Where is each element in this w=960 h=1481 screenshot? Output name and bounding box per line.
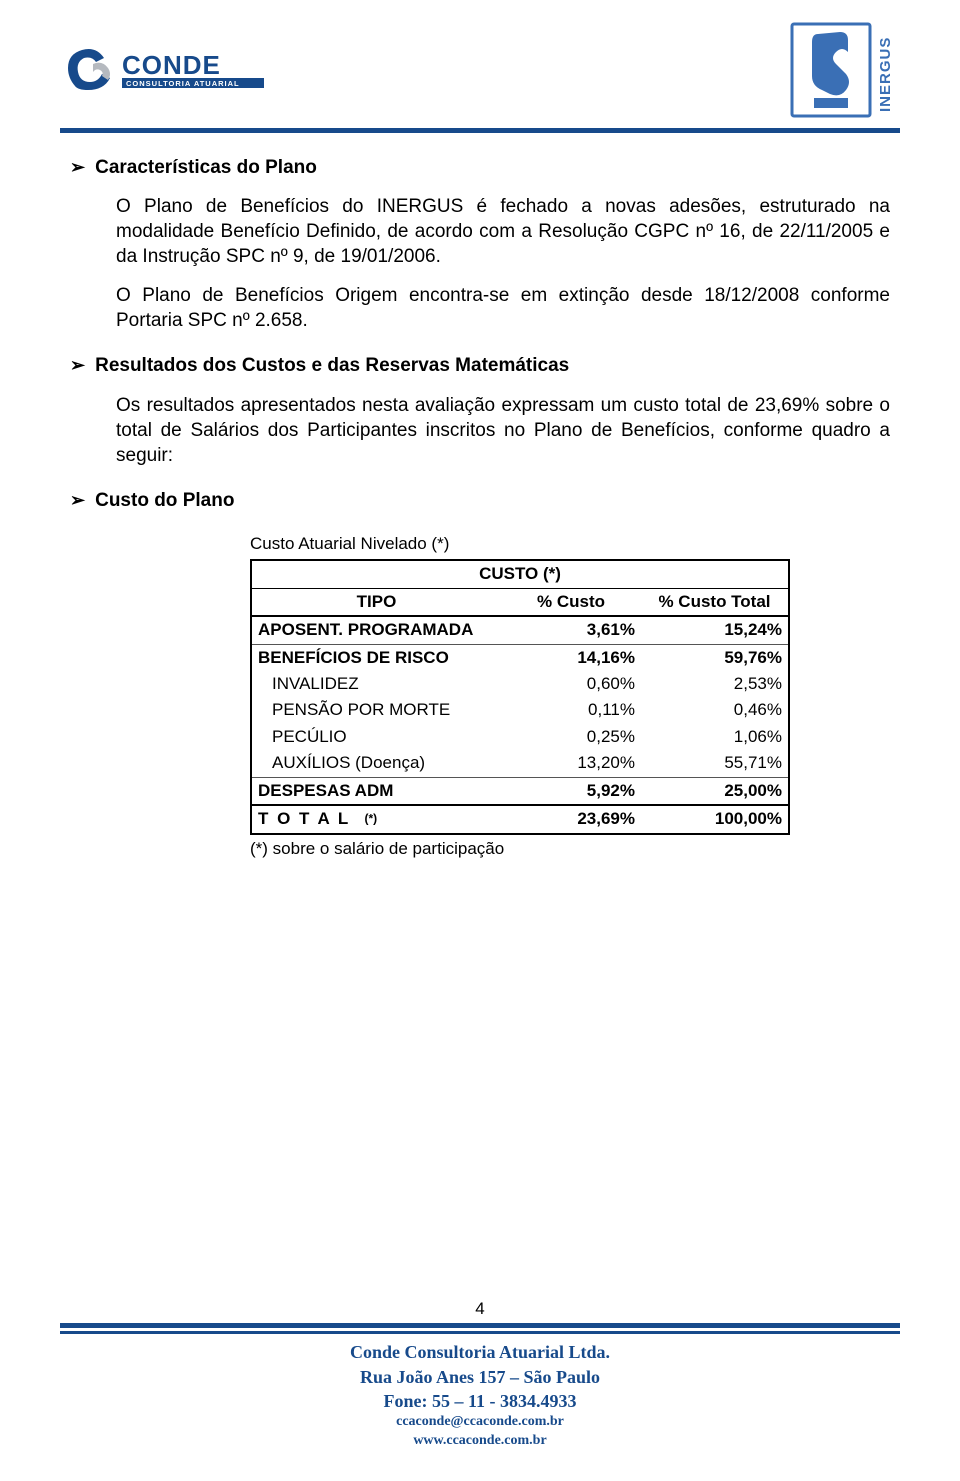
section-title: Custo do Plano (95, 488, 234, 513)
footer-rules (60, 1323, 900, 1334)
total-label: T O T A L (258, 809, 350, 828)
total-note: (*) (364, 812, 377, 826)
footer-email: ccaconde@ccaconde.com.br (0, 1413, 960, 1432)
footer-url: www.ccaconde.com.br (0, 1432, 960, 1451)
cell-value: 5,92% (501, 777, 641, 805)
page-header: CONDE CONSULTORIA ATUARIAL INERGUS (60, 20, 900, 120)
section-title: Resultados dos Custos e das Reservas Mat… (95, 353, 569, 378)
table-row-total: T O T A L (*) 23,69% 100,00% (251, 805, 789, 833)
cell-value: 14,16% (501, 644, 641, 671)
cell-value: 59,76% (641, 644, 789, 671)
th-custo: CUSTO (*) (251, 560, 789, 588)
table-header-row: TIPO % Custo % Custo Total (251, 588, 789, 616)
section-caracteristicas: ➢ Características do Plano O Plano de Be… (70, 155, 890, 333)
footer-address: Rua João Anes 157 – São Paulo (0, 1365, 960, 1389)
cell-value: 13,20% (501, 750, 641, 777)
table-row: BENEFÍCIOS DE RISCO 14,16% 59,76% (251, 644, 789, 671)
th-pcusto: % Custo (501, 588, 641, 616)
cost-table: CUSTO (*) TIPO % Custo % Custo Total APO… (250, 559, 790, 834)
table-caption: Custo Atuarial Nivelado (*) (250, 533, 788, 555)
cell-label: PENSÃO POR MORTE (251, 697, 501, 723)
section-title: Características do Plano (95, 155, 317, 180)
cost-table-wrap: Custo Atuarial Nivelado (*) CUSTO (*) TI… (250, 533, 788, 860)
cell-value: 23,69% (501, 805, 641, 833)
svg-text:CONDE: CONDE (122, 50, 221, 80)
cell-value: 3,61% (501, 616, 641, 644)
bullet-icon: ➢ (70, 489, 85, 513)
table-row: PENSÃO POR MORTE 0,11% 0,46% (251, 697, 789, 723)
table-row: PECÚLIO 0,25% 1,06% (251, 724, 789, 750)
cell-value: 2,53% (641, 671, 789, 697)
page-footer: 4 Conde Consultoria Atuarial Ltda. Rua J… (0, 1299, 960, 1451)
th-tipo: TIPO (251, 588, 501, 616)
table-header-row: CUSTO (*) (251, 560, 789, 588)
conde-logo: CONDE CONSULTORIA ATUARIAL (60, 38, 280, 102)
svg-text:INERGUS: INERGUS (877, 37, 894, 112)
table-row: INVALIDEZ 0,60% 2,53% (251, 671, 789, 697)
cell-value: 15,24% (641, 616, 789, 644)
cell-label: INVALIDEZ (251, 671, 501, 697)
section-resultados: ➢ Resultados dos Custos e das Reservas M… (70, 353, 890, 467)
header-rule (60, 128, 900, 133)
section-custo: ➢ Custo do Plano (70, 488, 890, 513)
paragraph: O Plano de Benefícios Origem encontra-se… (116, 283, 890, 333)
cell-value: 0,60% (501, 671, 641, 697)
cell-label: T O T A L (*) (251, 805, 501, 833)
cell-label: AUXÍLIOS (Doença) (251, 750, 501, 777)
cell-label: DESPESAS ADM (251, 777, 501, 805)
page: CONDE CONSULTORIA ATUARIAL INERGUS ➢ Car… (0, 0, 960, 1481)
svg-text:CONSULTORIA ATUARIAL: CONSULTORIA ATUARIAL (126, 79, 240, 88)
footer-phone: Fone: 55 – 11 - 3834.4933 (0, 1389, 960, 1413)
table-row: APOSENT. PROGRAMADA 3,61% 15,24% (251, 616, 789, 644)
cell-value: 0,11% (501, 697, 641, 723)
cell-value: 0,46% (641, 697, 789, 723)
paragraph: Os resultados apresentados nesta avaliaç… (116, 393, 890, 468)
content: ➢ Características do Plano O Plano de Be… (60, 155, 900, 860)
cell-value: 100,00% (641, 805, 789, 833)
th-pcustot: % Custo Total (641, 588, 789, 616)
cell-value: 0,25% (501, 724, 641, 750)
cell-label: APOSENT. PROGRAMADA (251, 616, 501, 644)
cell-value: 25,00% (641, 777, 789, 805)
table-footnote: (*) sobre o salário de participação (250, 838, 788, 860)
footer-lines: Conde Consultoria Atuarial Ltda. Rua Joã… (0, 1340, 960, 1451)
cell-label: PECÚLIO (251, 724, 501, 750)
inergus-logo: INERGUS (790, 20, 900, 120)
bullet-icon: ➢ (70, 354, 85, 378)
bullet-icon: ➢ (70, 156, 85, 180)
cell-value: 1,06% (641, 724, 789, 750)
cell-value: 55,71% (641, 750, 789, 777)
paragraph: O Plano de Benefícios do INERGUS é fecha… (116, 194, 890, 269)
page-number: 4 (0, 1299, 960, 1319)
cell-label: BENEFÍCIOS DE RISCO (251, 644, 501, 671)
table-row: AUXÍLIOS (Doença) 13,20% 55,71% (251, 750, 789, 777)
table-row: DESPESAS ADM 5,92% 25,00% (251, 777, 789, 805)
footer-company: Conde Consultoria Atuarial Ltda. (0, 1340, 960, 1364)
